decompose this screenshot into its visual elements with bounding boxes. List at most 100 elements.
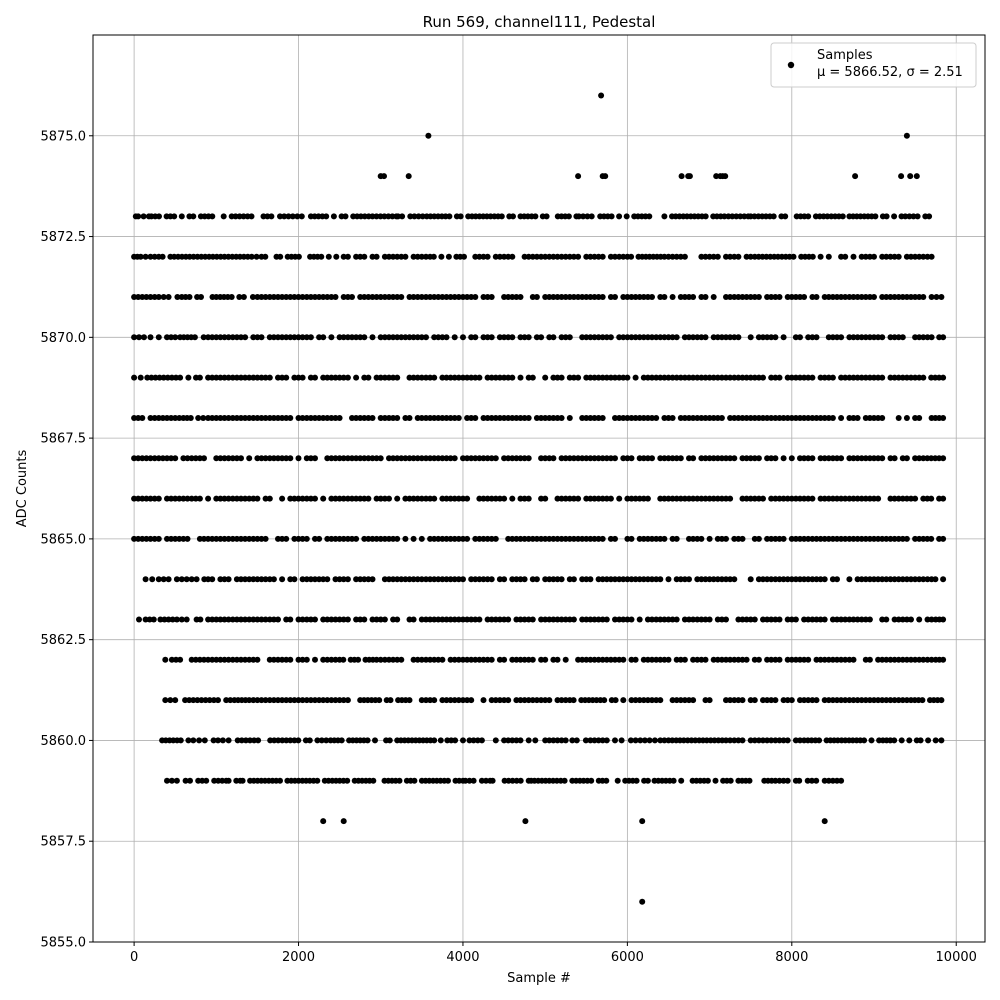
data-point [205,616,212,623]
data-point [850,334,857,341]
data-point [673,656,680,663]
data-point [414,253,421,260]
data-point [731,576,738,583]
data-point [386,495,392,502]
data-point [928,294,935,300]
data-point [681,656,688,663]
data-point [554,535,561,542]
data-point [628,455,635,462]
data-point [312,495,318,502]
data-point [373,616,380,623]
data-point [164,415,170,421]
data-point [344,253,351,260]
data-point [303,576,310,583]
y-tick-label: 5867.5 [41,432,87,447]
data-point [780,455,787,462]
data-point [809,455,816,462]
data-point [197,616,204,623]
data-point [805,495,812,502]
data-point [201,656,207,663]
data-point [747,455,754,462]
data-point [854,616,861,623]
data-point [928,495,935,502]
data-point [246,535,253,542]
data-point [279,697,286,704]
data-point [550,535,557,542]
data-point [455,616,462,623]
data-point [718,535,725,542]
data-point [369,616,376,623]
data-point [784,616,791,623]
data-point [579,656,586,663]
data-point [562,495,569,502]
data-point [665,576,672,583]
data-point [402,334,409,341]
data-point [698,415,705,421]
data-point [914,213,921,220]
data-point [394,616,401,623]
data-point [258,374,265,381]
data-point [731,697,738,704]
data-point [320,576,327,583]
data-point [201,576,208,583]
data-point [846,697,853,704]
data-point [698,576,705,583]
data-point [808,777,815,784]
data-point [546,455,553,462]
data-point [270,576,277,583]
data-point [451,616,458,623]
data-point [406,374,413,381]
data-point [813,334,820,341]
data-point [217,455,224,462]
data-point [299,374,306,381]
data-point [270,415,277,421]
data-point [735,737,742,744]
data-point [616,616,623,623]
data-point [599,455,606,462]
y-tick-label: 5872.5 [41,230,87,245]
data-point [620,697,627,704]
data-point [291,576,298,583]
data-point [542,697,549,704]
data-point [599,656,606,663]
data-point [135,455,142,462]
data-point [899,495,906,502]
data-point [238,737,245,744]
data-point [776,656,783,663]
data-point [899,616,906,623]
data-point [575,173,582,180]
data-point [205,334,212,341]
data-point [657,253,664,260]
data-point [706,374,713,381]
data-point [455,576,462,583]
data-point [792,495,799,502]
data-point [587,616,594,623]
data-point [932,576,939,583]
data-point [431,334,438,341]
data-point [640,576,647,583]
data-point [912,294,919,300]
data-point [558,334,565,341]
data-point [916,253,923,260]
data-point [266,374,273,381]
data-point [147,455,154,462]
data-point [533,697,540,704]
data-point [427,294,434,300]
data-point [484,656,491,663]
data-point [406,576,413,583]
data-point [381,616,388,623]
data-point [636,616,643,623]
data-point [496,616,503,623]
data-point [427,495,434,502]
data-point [792,616,799,623]
data-point [484,253,491,260]
data-point [620,374,627,381]
data-point [916,616,923,623]
data-point [492,374,499,381]
data-point [294,213,301,220]
data-point [928,656,935,663]
data-point [702,374,709,381]
data-point [517,535,524,542]
data-point [488,455,495,462]
data-point [279,495,286,502]
